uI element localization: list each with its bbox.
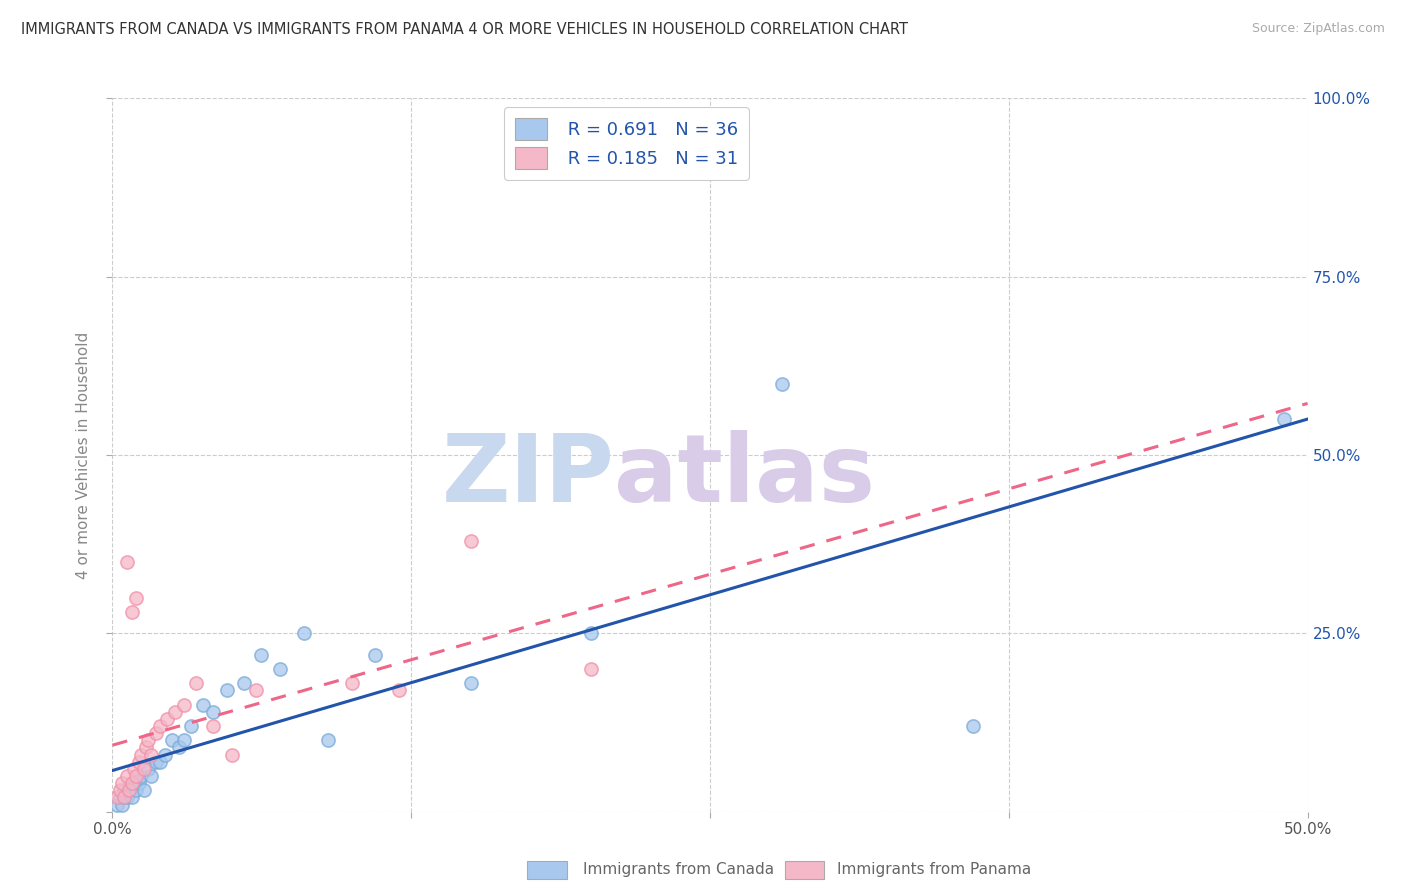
Point (129, 769, 152, 783)
Point (138, 733, 160, 747)
Point (221, 747, 243, 762)
Text: ZIP: ZIP (441, 430, 614, 523)
Point (217, 683, 239, 698)
Point (132, 783, 155, 797)
Text: Source: ZipAtlas.com: Source: ZipAtlas.com (1251, 22, 1385, 36)
Point (292, 626, 315, 640)
Point (193, 698, 215, 712)
Point (139, 747, 162, 762)
Point (770, 376, 793, 391)
Point (460, 533, 482, 548)
Point (121, 776, 143, 790)
Point (125, 591, 148, 605)
Text: Immigrants from Canada: Immigrants from Canada (583, 863, 775, 877)
Text: IMMIGRANTS FROM CANADA VS IMMIGRANTS FROM PANAMA 4 OR MORE VEHICLES IN HOUSEHOLD: IMMIGRANTS FROM CANADA VS IMMIGRANTS FRO… (21, 22, 908, 37)
Point (138, 762, 160, 776)
Point (233, 676, 256, 690)
Point (128, 755, 150, 769)
Point (173, 698, 195, 712)
Point (364, 648, 387, 662)
Point (388, 683, 411, 698)
Y-axis label: 4 or more Vehicles in Household: 4 or more Vehicles in Household (76, 331, 91, 579)
Point (114, 790, 135, 805)
Point (163, 705, 186, 719)
Point (111, 797, 134, 812)
Point (129, 747, 152, 762)
Point (340, 676, 363, 690)
Point (115, 790, 138, 805)
Point (114, 783, 135, 797)
Point (122, 776, 145, 790)
Point (145, 755, 167, 769)
Point (173, 733, 195, 747)
Point (149, 719, 172, 733)
Point (115, 769, 138, 783)
Point (1272, 412, 1295, 426)
Point (579, 626, 602, 640)
Legend:  R = 0.691   N = 36,  R = 0.185   N = 31: R = 0.691 N = 36, R = 0.185 N = 31 (503, 107, 749, 180)
Point (139, 769, 162, 783)
Point (249, 648, 271, 662)
Point (316, 733, 339, 747)
Point (132, 762, 155, 776)
Point (269, 662, 291, 676)
Point (125, 769, 148, 783)
Point (201, 719, 224, 733)
Point (135, 740, 157, 755)
Point (105, 790, 128, 805)
Point (108, 790, 131, 805)
Point (121, 605, 143, 619)
Point (169, 740, 191, 755)
Text: Immigrants from Panama: Immigrants from Panama (837, 863, 1031, 877)
Point (145, 726, 167, 740)
Point (579, 662, 602, 676)
Text: atlas: atlas (614, 430, 876, 523)
Point (186, 676, 208, 690)
Point (156, 712, 179, 726)
Point (118, 783, 141, 797)
Point (108, 783, 131, 797)
Point (122, 762, 145, 776)
Point (162, 733, 183, 747)
Point (121, 790, 143, 805)
Point (153, 747, 176, 762)
Point (128, 776, 150, 790)
Point (245, 683, 267, 698)
Point (125, 783, 148, 797)
Point (105, 797, 128, 812)
Point (111, 776, 134, 790)
Point (114, 790, 135, 805)
Point (180, 719, 202, 733)
Point (962, 719, 984, 733)
Point (149, 755, 172, 769)
Point (201, 705, 224, 719)
Point (115, 555, 138, 569)
Point (460, 676, 482, 690)
Point (118, 783, 141, 797)
